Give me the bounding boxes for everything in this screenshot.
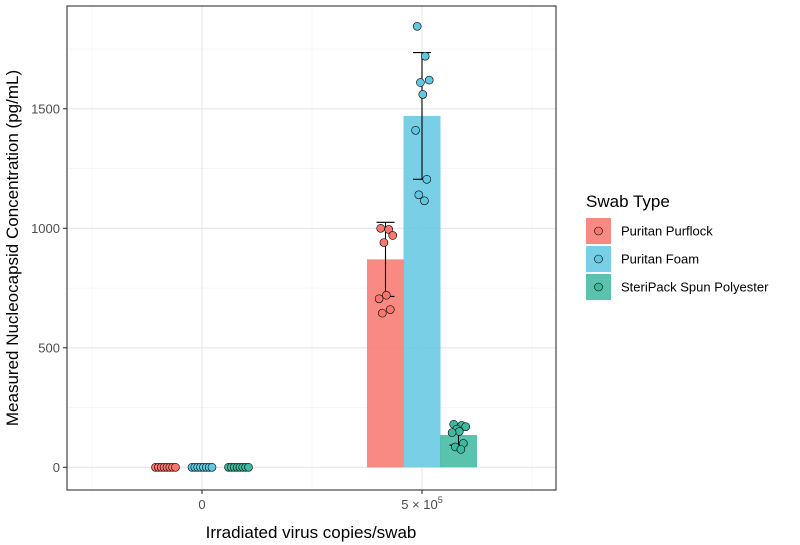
x-axis-title: Irradiated virus copies/swab xyxy=(206,523,417,542)
legend-label-1: Puritan Foam xyxy=(621,252,699,267)
y-tick-label: 0 xyxy=(53,460,60,475)
point-0-1-2 xyxy=(388,231,398,240)
legend-title: Swab Type xyxy=(586,192,670,211)
x-tick-label: 0 xyxy=(198,497,205,512)
legend-label-0: Puritan Purflock xyxy=(621,224,713,239)
data-points xyxy=(151,22,471,472)
panel-border xyxy=(66,5,557,491)
point-2-1-2 xyxy=(461,422,471,431)
y-tick-label: 500 xyxy=(38,340,60,355)
point-1-1-8 xyxy=(420,196,429,206)
point-0-1-3 xyxy=(379,238,389,247)
legend-key-point-2 xyxy=(594,282,603,292)
point-1-1-5 xyxy=(411,125,420,135)
point-0-1-1 xyxy=(384,225,394,234)
point-0-1-7 xyxy=(377,308,387,318)
point-2-1-5 xyxy=(447,428,457,437)
legend-key-point-0 xyxy=(594,226,603,236)
y-axis: 0 500 1000 1500 xyxy=(31,101,67,475)
x-tick-label-base: 0 xyxy=(198,497,205,512)
point-1-1-7 xyxy=(414,190,424,200)
x-axis: 0 5 × 105 xyxy=(198,490,443,512)
x-tick-label-exponent: 5 xyxy=(438,495,443,505)
legend: Swab Type Puritan Purflock Puritan Foam St… xyxy=(586,192,769,300)
point-1-1-0 xyxy=(412,22,422,31)
point-0-1-0 xyxy=(376,223,386,233)
point-1-0-7 xyxy=(207,462,217,472)
panel-background xyxy=(67,6,556,490)
bars xyxy=(367,115,477,468)
x-tick-label: 5 × 105 xyxy=(401,495,443,512)
y-tick-label: 1000 xyxy=(31,221,60,236)
point-0-0-7 xyxy=(171,462,180,472)
legend-label-2: SteriPack Spun Polyester xyxy=(621,280,769,295)
legend-key-point-1 xyxy=(594,254,603,264)
point-1-1-2 xyxy=(424,75,434,85)
point-1-1-3 xyxy=(416,78,425,87)
point-2-1-8 xyxy=(456,445,466,454)
point-0-1-5 xyxy=(374,294,384,304)
point-2-0-7 xyxy=(244,462,253,472)
point-0-1-4 xyxy=(381,290,391,300)
point-2-1-4 xyxy=(454,427,464,436)
point-1-1-6 xyxy=(422,174,432,184)
y-tick-label: 1500 xyxy=(31,101,60,116)
point-0-1-6 xyxy=(385,305,395,314)
grid-minor xyxy=(67,6,556,490)
y-axis-title: Measured Nucleocapsid Concentration (pg/… xyxy=(3,70,22,426)
point-1-1-4 xyxy=(418,90,428,99)
point-1-1-1 xyxy=(420,51,430,61)
x-tick-label-base: 5 × 10 xyxy=(401,497,438,512)
